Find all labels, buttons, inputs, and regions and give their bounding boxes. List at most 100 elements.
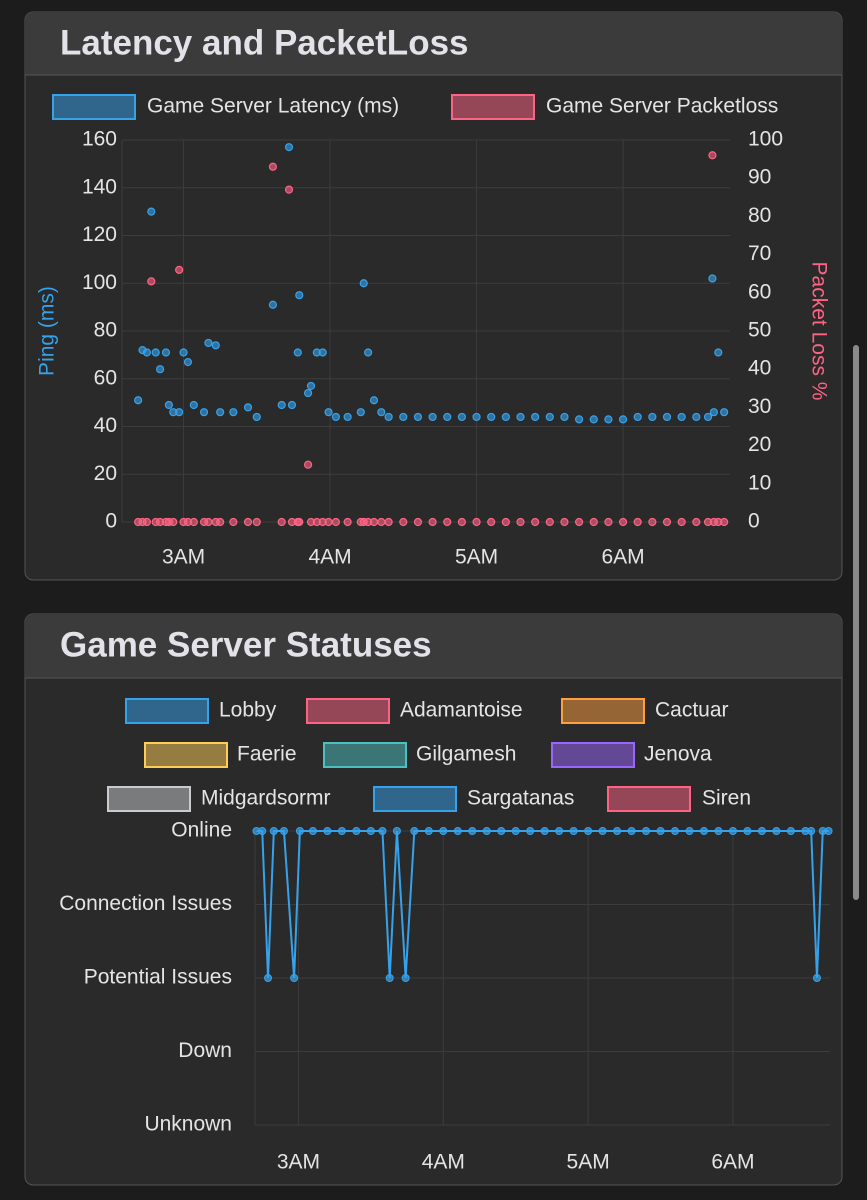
legend-label[interactable]: Cactuar [655, 699, 729, 722]
data-point [618, 517, 628, 527]
y-tick-label: 60 [94, 366, 117, 389]
data-point [161, 348, 171, 357]
data-point [627, 827, 636, 835]
data-point [324, 517, 333, 527]
data-point [295, 291, 304, 300]
legend-label[interactable]: Faerie [237, 743, 297, 766]
data-point [618, 415, 628, 424]
data-point [189, 517, 198, 527]
legend-label[interactable]: Game Server Packetloss [546, 95, 778, 118]
data-point [662, 517, 672, 527]
legend-swatch[interactable] [561, 698, 645, 724]
legend-label[interactable]: Lobby [219, 699, 277, 722]
data-point [343, 412, 352, 422]
data-point [424, 827, 433, 835]
data-point [714, 348, 723, 357]
data-point [472, 412, 481, 422]
legend-swatch[interactable] [144, 742, 228, 768]
data-point [290, 974, 299, 982]
legend-swatch[interactable] [306, 698, 390, 724]
data-point [269, 827, 278, 835]
x-tick-label: 5AM [567, 1151, 610, 1174]
y-tick-label: Potential Issues [84, 966, 232, 989]
legend-swatch[interactable] [52, 94, 136, 120]
legend-label[interactable]: Siren [702, 787, 751, 810]
data-point [258, 827, 267, 835]
y2-tick-label: 70 [748, 242, 771, 265]
data-point [337, 827, 346, 835]
legend-swatch[interactable] [107, 786, 191, 812]
y2-tick-label: 20 [748, 433, 771, 456]
legend-swatch[interactable] [373, 786, 457, 812]
data-point [323, 827, 332, 835]
data-point [199, 408, 209, 417]
y-tick-label: 100 [82, 271, 117, 294]
data-point [243, 403, 253, 412]
data-point [560, 517, 569, 527]
data-point [677, 517, 686, 527]
x-tick-label: 6AM [711, 1151, 754, 1174]
data-point [569, 827, 578, 835]
data-point [293, 348, 302, 357]
data-point [677, 412, 686, 422]
data-point [277, 517, 286, 527]
data-point [356, 408, 365, 417]
data-point [598, 827, 607, 835]
legend-swatch[interactable] [607, 786, 691, 812]
data-point [295, 517, 304, 527]
data-point [378, 827, 387, 835]
data-point [439, 827, 448, 835]
data-point [359, 279, 368, 288]
data-point [443, 412, 452, 422]
legend-swatch[interactable] [451, 94, 535, 120]
legend-label[interactable]: Midgardsormr [201, 787, 331, 810]
legend-swatch[interactable] [551, 742, 635, 768]
data-point [384, 412, 393, 422]
data-point [613, 827, 622, 835]
data-point [703, 412, 713, 422]
scrollbar[interactable] [853, 345, 859, 900]
data-point [279, 827, 288, 835]
data-point [574, 415, 584, 424]
y2-tick-label: 90 [748, 166, 771, 189]
data-point [189, 400, 198, 410]
legend-swatch[interactable] [323, 742, 407, 768]
data-point [229, 517, 238, 527]
data-point [142, 517, 152, 527]
data-point [142, 348, 152, 357]
legend-swatch[interactable] [125, 698, 209, 724]
data-point [385, 974, 394, 982]
data-point [364, 348, 373, 357]
y2-tick-label: 60 [748, 280, 771, 303]
y-tick-label: 160 [82, 128, 117, 151]
data-point [343, 517, 352, 527]
y-tick-label: 140 [82, 175, 117, 198]
data-point [377, 408, 386, 417]
y-tick-label: 120 [82, 223, 117, 246]
y-tick-label: Connection Issues [59, 892, 232, 915]
legend-label[interactable]: Jenova [644, 743, 712, 766]
data-point [151, 348, 160, 357]
data-point [708, 151, 717, 160]
data-point [284, 185, 294, 194]
data-point [352, 827, 361, 835]
data-point [648, 412, 657, 422]
data-point [264, 974, 273, 982]
data-point [252, 517, 261, 527]
data-point [134, 396, 143, 405]
data-point [179, 348, 188, 357]
legend-label[interactable]: Gilgamesh [416, 743, 516, 766]
data-point [574, 517, 584, 527]
data-point [786, 827, 795, 835]
legend-label[interactable]: Game Server Latency (ms) [147, 95, 399, 118]
legend-label[interactable]: Adamantoise [400, 699, 523, 722]
data-point [377, 517, 386, 527]
data-point [216, 408, 225, 417]
data-point [720, 408, 729, 417]
legend-label[interactable]: Sargatanas [467, 787, 574, 810]
data-point [443, 517, 452, 527]
data-point [699, 827, 708, 835]
data-point [308, 827, 317, 835]
